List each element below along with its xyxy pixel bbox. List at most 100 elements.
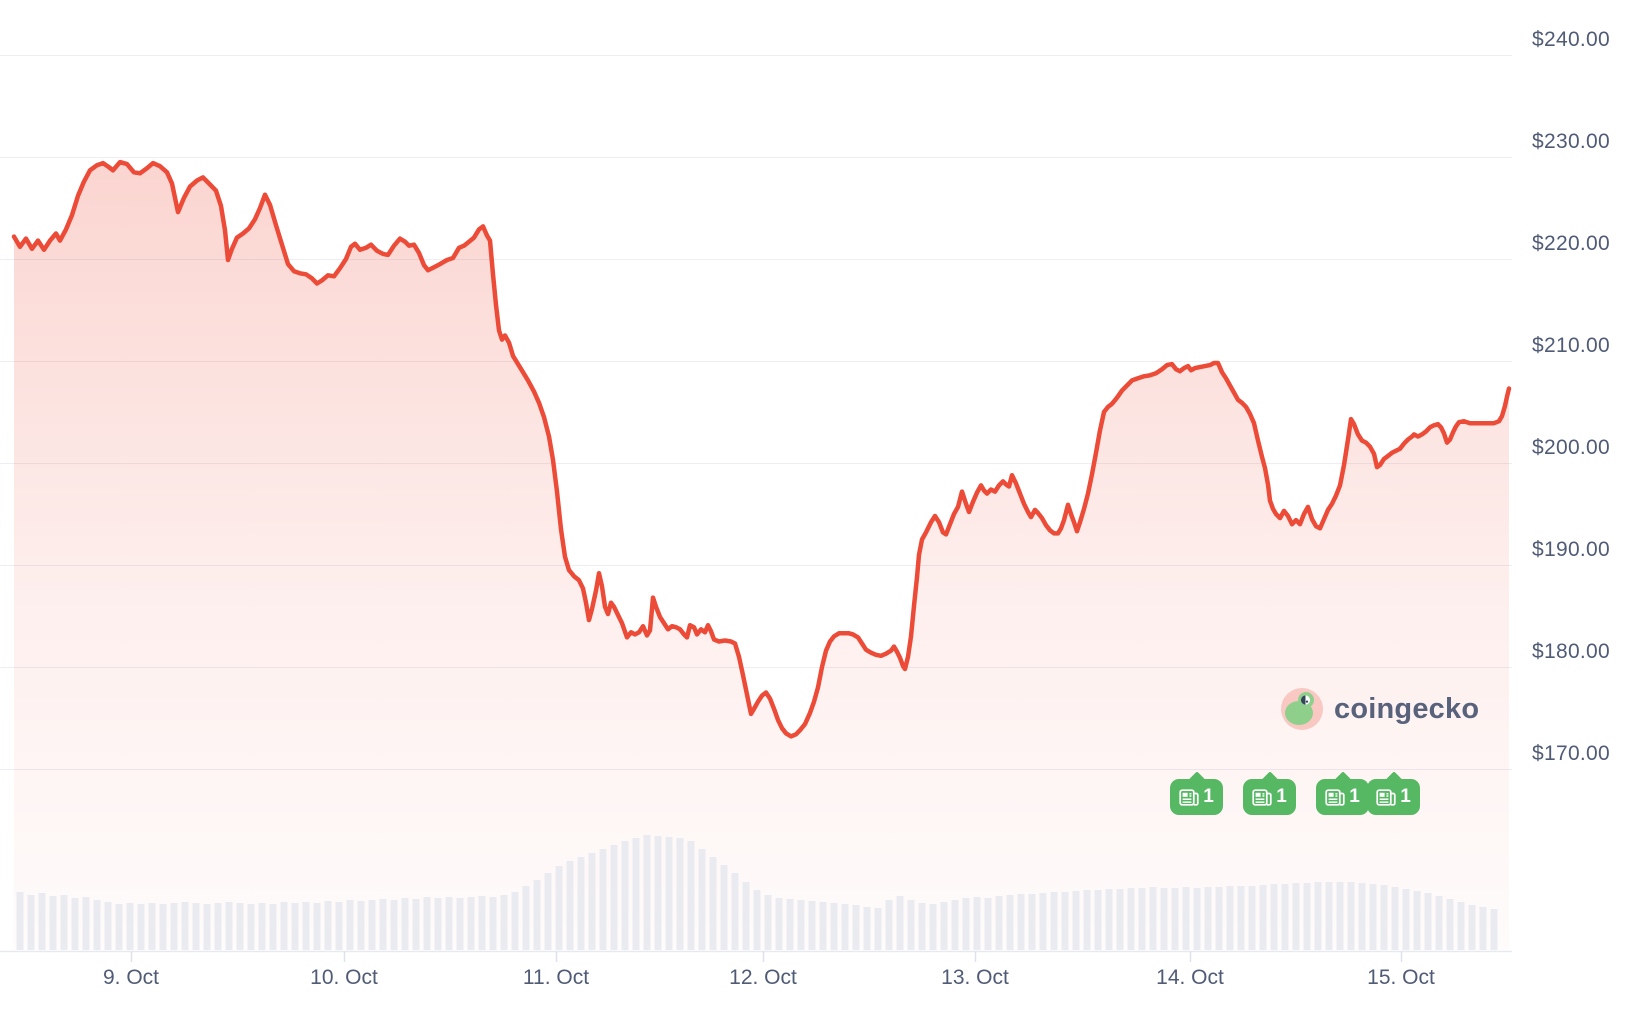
volume-bar <box>753 890 761 950</box>
volume-bar <box>1479 907 1487 950</box>
news-count: 1 <box>1276 786 1287 807</box>
volume-bar <box>863 907 871 950</box>
price-area-fill <box>14 162 1509 951</box>
volume-bar <box>1281 884 1289 950</box>
volume-bar <box>1017 894 1025 950</box>
volume-bar <box>544 873 552 950</box>
volume-bar <box>401 898 409 950</box>
volume-bar <box>709 857 717 950</box>
volume-bar <box>1193 888 1201 950</box>
volume-bar <box>357 901 365 950</box>
news-badge[interactable]: 1 <box>1316 779 1369 815</box>
volume-bar <box>379 899 387 950</box>
volume-bar <box>566 861 574 950</box>
volume-bar <box>929 904 937 950</box>
volume-bar <box>918 903 926 950</box>
volume-bar <box>302 902 310 950</box>
x-axis-label: 15. Oct <box>1367 966 1435 989</box>
y-axis-label: $220.00 <box>1532 232 1611 255</box>
volume-bar <box>27 895 35 950</box>
volume-bar <box>60 895 68 950</box>
volume-bar <box>577 857 585 950</box>
y-axis-label: $210.00 <box>1532 334 1611 357</box>
volume-bar <box>1270 884 1278 950</box>
volume-bar <box>1127 888 1135 950</box>
volume-bar <box>203 904 211 950</box>
volume-bar <box>962 898 970 950</box>
volume-bar <box>423 897 431 950</box>
volume-bar <box>1039 893 1047 950</box>
volume-bar <box>445 897 453 950</box>
volume-bar <box>1204 887 1212 950</box>
volume-bar <box>456 898 464 950</box>
volume-bar <box>247 904 255 950</box>
volume-bar <box>1138 888 1146 950</box>
x-axis-label: 14. Oct <box>1156 966 1224 989</box>
volume-bar <box>478 896 486 950</box>
volume-bar <box>522 886 530 950</box>
volume-bar <box>698 849 706 950</box>
volume-bar <box>533 880 541 950</box>
volume-bar <box>687 841 695 950</box>
volume-bar <box>643 835 651 950</box>
volume-bar <box>654 836 662 950</box>
volume-bar <box>830 903 838 950</box>
y-axis-label: $230.00 <box>1532 130 1611 153</box>
volume-bar <box>1424 893 1432 950</box>
volume-bar <box>984 898 992 950</box>
volume-bar <box>742 882 750 950</box>
volume-bar <box>1072 891 1080 950</box>
y-axis-label: $190.00 <box>1532 538 1611 561</box>
newspaper-icon <box>1325 788 1345 806</box>
volume-bar <box>1292 883 1300 950</box>
x-axis-label: 11. Oct <box>522 966 590 989</box>
volume-bar <box>1237 886 1245 950</box>
volume-bar <box>1028 894 1036 950</box>
volume-bar <box>368 900 376 950</box>
volume-bar <box>346 900 354 950</box>
volume-bar <box>1413 891 1421 950</box>
volume-bar <box>775 898 783 950</box>
volume-bars <box>16 835 1498 950</box>
y-axis-label: $200.00 <box>1532 436 1611 459</box>
volume-bar <box>588 853 596 950</box>
volume-bar <box>1446 899 1454 950</box>
coingecko-watermark[interactable]: coingecko <box>1280 687 1479 731</box>
volume-bar <box>1149 887 1157 950</box>
volume-bar <box>885 900 893 950</box>
volume-bar <box>291 903 299 950</box>
volume-bar <box>236 903 244 950</box>
x-axis-label: 9. Oct <box>102 966 160 989</box>
volume-bar <box>599 849 607 950</box>
volume-bar <box>995 896 1003 950</box>
volume-bar <box>225 902 233 950</box>
volume-bar <box>1061 892 1069 950</box>
x-axis-label: 12. Oct <box>729 966 797 989</box>
news-count: 1 <box>1203 786 1214 807</box>
volume-bar <box>93 900 101 950</box>
volume-bar <box>214 903 222 950</box>
volume-bar <box>489 897 497 950</box>
volume-bar <box>1490 909 1498 950</box>
volume-bar <box>71 898 79 950</box>
volume-bar <box>16 892 24 950</box>
volume-bar <box>258 903 266 950</box>
volume-bar <box>1435 896 1443 950</box>
volume-bar <box>1314 882 1322 950</box>
news-badge[interactable]: 1 <box>1367 779 1420 815</box>
coingecko-wordmark: coingecko <box>1334 692 1480 725</box>
y-axis-label: $180.00 <box>1532 640 1611 663</box>
news-badge[interactable]: 1 <box>1170 779 1223 815</box>
volume-bar <box>1369 884 1377 950</box>
volume-bar <box>1303 883 1311 950</box>
volume-bar <box>313 903 321 950</box>
volume-bar <box>280 902 288 950</box>
volume-bar <box>764 895 772 950</box>
news-badge[interactable]: 1 <box>1243 779 1296 815</box>
y-axis-label: $170.00 <box>1532 742 1611 765</box>
volume-bar <box>126 903 134 950</box>
volume-bar <box>511 892 519 950</box>
x-axis-label: 13. Oct <box>941 966 1009 989</box>
